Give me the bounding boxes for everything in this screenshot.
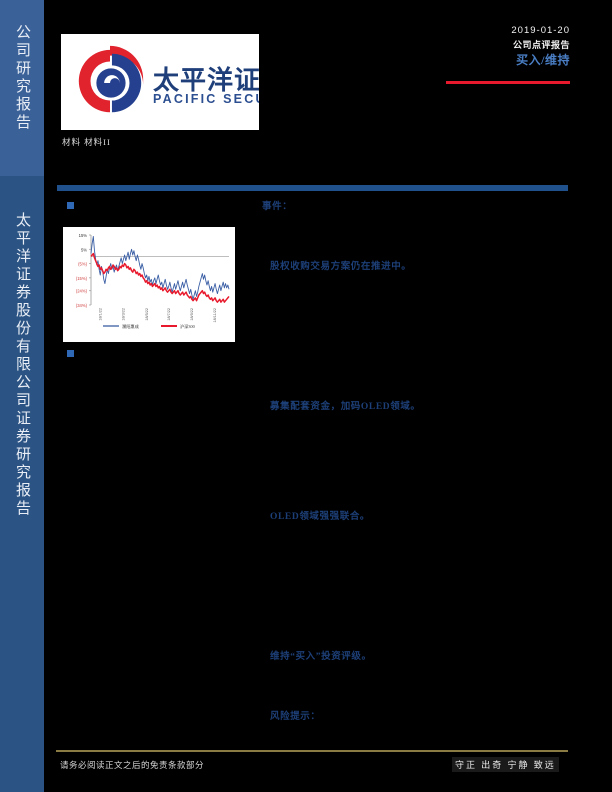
section-divider xyxy=(57,185,568,191)
chart-canvas: 15% 5% (5%) (15%) (24%) (34%) 18/1/22 18/3/22 18… xyxy=(76,233,230,330)
y-axis-tick-label: (34%) xyxy=(76,303,88,308)
x-axis-tick-label: 18/11/22 xyxy=(213,308,217,323)
logo-english-name: PACIFIC SECURITIES xyxy=(153,92,259,106)
paragraph-heading-4: 维持“买入”投资评级。 xyxy=(270,652,372,662)
sidebar-title-middle: 太平洋证券股份有限公司证券研究报告 xyxy=(14,212,30,518)
report-type: 公司点评报告 xyxy=(512,40,570,50)
y-axis-tick-label: (5%) xyxy=(78,262,87,267)
x-axis-tick-label: 18/7/22 xyxy=(167,308,171,321)
footer-disclaimer: 请务必阅读正文之后的免责条款部分 xyxy=(60,760,205,770)
chart-series-line xyxy=(90,252,230,303)
y-axis-tick-label: 5% xyxy=(81,247,87,252)
y-axis-tick-label: 15% xyxy=(79,233,88,238)
paragraph-heading-1: 股权收购交易方案仍在推进中。 xyxy=(270,262,412,272)
x-axis-tick-label: 18/3/22 xyxy=(122,308,126,321)
x-axis-tick-label: 18/5/22 xyxy=(145,308,149,321)
paragraph-heading-2: 募集配套资金，加码OLED领域。 xyxy=(270,402,421,412)
bullet-marker-1 xyxy=(67,202,74,209)
x-axis-tick-label: 18/9/22 xyxy=(190,308,194,321)
legend-label: 沪深300 xyxy=(180,323,195,330)
rating-underline xyxy=(446,81,570,84)
legend-label: 濮阳惠成 xyxy=(122,323,139,330)
sector-label: 材料 材料II xyxy=(62,137,111,147)
risk-warning-heading: 风险提示： xyxy=(270,712,321,722)
report-date: 2019-01-20 xyxy=(511,25,570,36)
company-logo: 太平洋证券 PACIFIC SECURITIES xyxy=(61,34,259,130)
sidebar-segment-middle xyxy=(0,176,44,792)
pacific-securities-logo-icon xyxy=(78,45,144,113)
logo-chinese-name: 太平洋证券 xyxy=(153,66,259,95)
chart-series-line xyxy=(90,235,230,300)
y-axis-tick-label: (24%) xyxy=(76,289,88,294)
sidebar-segment-top xyxy=(0,0,44,176)
footer-slogan: 守正 出奇 宁静 致远 xyxy=(452,757,559,772)
footer-divider xyxy=(56,750,568,752)
report-meta: 2019-01-20 公司点评报告 买入/维持 xyxy=(370,24,570,68)
x-axis-tick-label: 18/1/22 xyxy=(98,308,102,321)
event-heading: 事件： xyxy=(262,202,293,212)
stock-performance-chart: 15% 5% (5%) (15%) (24%) (34%) 18/1/22 18/3/22 18… xyxy=(63,227,235,342)
y-axis-tick-label: (15%) xyxy=(76,276,88,281)
paragraph-heading-3: OLED领域强强联合。 xyxy=(270,512,371,522)
bullet-marker-2 xyxy=(67,350,74,357)
investment-rating: 买入/维持 xyxy=(516,53,570,67)
sidebar-title-top: 公司研究报告 xyxy=(14,24,30,132)
left-sidebar: 公司研究报告 太平洋证券股份有限公司证券研究报告 xyxy=(0,0,44,792)
